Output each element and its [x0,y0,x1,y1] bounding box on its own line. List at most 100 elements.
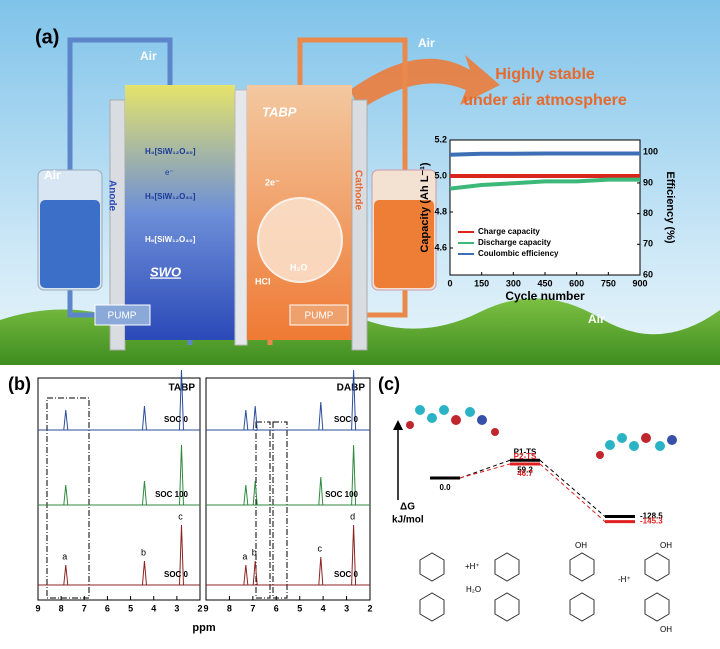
x-tick-label: 5 [297,603,302,613]
energy-value: 46.7 [517,469,533,478]
peak [243,409,249,431]
x-tick-label: 6 [274,603,279,613]
anode-chamber [125,85,235,340]
spectrum-frame [37,377,201,601]
x-tick-label: 7 [82,603,87,613]
energy-value: -145.3 [640,517,663,526]
x-label: Cycle number [505,289,585,303]
pipe [297,37,408,170]
energy-value: -128.5 [640,512,663,521]
scheme-text: OH [575,541,587,550]
x-tick-label: 4 [151,603,156,613]
x-tick-label: 5 [128,603,133,613]
membrane [234,89,248,346]
electrolyte [40,200,100,288]
peak [243,564,249,586]
peak [141,405,147,431]
air-label: Air [588,312,605,326]
pump [289,304,349,326]
peak [318,476,324,506]
state-name: P1-TS [514,447,537,456]
pump [94,304,151,326]
scheme-text: -H⁺ [618,575,631,584]
species: H₆[SiW₁₂O₄₀] [145,235,196,244]
tabp-label: TABP [262,104,297,119]
axis-arrow [393,420,403,430]
x-tick-label: 300 [506,278,521,288]
molecule [596,433,677,459]
species: H₅[SiW₁₂O₄₀] [145,192,196,201]
trace-label: SOC 100 [325,490,358,499]
pathway [459,463,511,479]
scheme-text: OH [660,625,672,634]
y2-tick-label: 80 [643,208,653,218]
trace-label: SOC 0 [164,415,189,424]
scheme-text: H₂O [466,585,481,594]
x-tick-label: 3 [344,603,349,613]
peak [351,369,357,431]
scheme-rings [419,552,670,622]
electrolyte [374,200,434,288]
molecule-bubble [257,197,343,283]
state-name: P2-TS [514,452,537,461]
series-line [449,151,640,157]
legend-entry: Coulombic efficiency [478,249,559,258]
x-tick-label: 3 [174,603,179,613]
pipe [67,37,173,170]
pathway [539,463,606,522]
x-tick-label: 2 [197,603,202,613]
highlight-box [272,421,288,599]
electron: e⁻ [165,168,174,177]
legend-entry: Discharge capacity [478,238,551,247]
species: H₄[SiW₁₂O₄₀] [145,147,196,156]
peak [141,480,147,506]
inset-frame [449,139,641,276]
peak-label: d [350,511,355,521]
panel-label: (c) [378,374,400,394]
air-label: Air [418,36,435,50]
peak [252,405,258,431]
panel-label: (b) [8,374,31,394]
x-tick-label: 600 [569,278,584,288]
y-tick-label: 5.2 [434,134,447,144]
x-label: ppm [192,622,215,634]
trace-label: SOC 0 [334,415,359,424]
peak-label: a [242,551,247,561]
energy-value: 0.0 [439,483,451,492]
molecule [406,405,499,436]
peak-label: c [178,511,183,521]
headline: under air atmosphere [463,92,627,109]
trace-label: SOC 0 [164,570,189,579]
scheme-text: +H⁺ [465,562,480,571]
arrow [350,55,500,110]
x-tick-label: 900 [632,278,647,288]
peak [252,480,258,506]
peak [318,401,324,431]
peak [318,556,324,586]
x-tick-label: 450 [537,278,552,288]
peak [252,560,258,586]
peak-label: a [62,551,67,561]
peak [178,369,184,431]
peak [351,524,357,586]
peak-label: c [318,543,323,553]
cathode-label: Cathode [352,170,363,210]
spectrum-frame [205,377,371,601]
swo-label: SWO [150,264,181,279]
trace-label: SOC 100 [155,490,188,499]
anode-label: Anode [106,180,117,212]
peak-label: b [141,547,146,557]
spectrum-title: DABP [337,383,366,394]
y2-tick-label: 90 [643,177,653,187]
x-tick-label: 9 [203,603,208,613]
x-tick-label: 2 [367,603,372,613]
peak [63,484,69,506]
axis-label: ΔG [400,502,415,513]
x-tick-label: 7 [250,603,255,613]
y2-label: Efficiency (%) [664,171,676,243]
x-tick-label: 6 [105,603,110,613]
x-tick-label: 4 [321,603,326,613]
y2-tick-label: 60 [643,269,653,279]
panel-label: (a) [35,26,59,48]
y-tick-label: 5.0 [434,170,447,180]
